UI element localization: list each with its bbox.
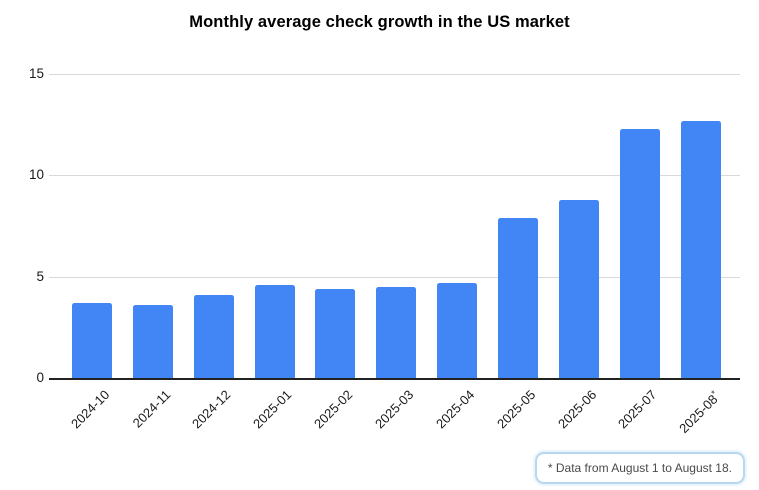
x-axis-tick-label: 2024-11	[129, 387, 173, 431]
x-axis-tick-label: 2024-10	[67, 387, 113, 432]
x-axis-tick-label: 2025-02	[311, 387, 356, 432]
x-axis-tick-label: 2025-03	[372, 387, 417, 432]
x-axis-tick-label: 2025-07	[615, 387, 660, 432]
x-axis-tick-label: 2025-08*	[675, 388, 721, 436]
footnote-box: * Data from August 1 to August 18.	[534, 452, 745, 484]
y-axis-tick-label: 10	[28, 167, 44, 183]
x-axis-tick-label: 2025-06	[554, 387, 599, 432]
y-axis-tick-label: 0	[36, 370, 44, 385]
gridline	[49, 276, 740, 278]
bar[interactable]	[619, 128, 660, 378]
bar[interactable]	[558, 199, 599, 378]
x-axis-tick-label: 2025-04	[432, 387, 478, 432]
bar[interactable]	[497, 217, 538, 378]
x-axis-line	[49, 378, 740, 380]
bar[interactable]	[132, 305, 173, 378]
bar[interactable]	[680, 120, 721, 378]
bar[interactable]	[254, 284, 295, 378]
gridline	[49, 175, 740, 177]
bar[interactable]	[193, 294, 234, 378]
bar[interactable]	[376, 286, 417, 378]
y-axis-tick-label: 15	[28, 66, 44, 81]
bar[interactable]	[315, 288, 356, 378]
footnote-text: * Data from August 1 to August 18.	[547, 461, 732, 475]
x-axis-tick-label: 2025-05	[493, 387, 539, 432]
y-axis-tick-label: 5	[36, 268, 44, 284]
x-axis-tick-label: 2025-01	[250, 387, 295, 432]
x-axis-tick-label: 2024-12	[189, 387, 234, 432]
chart-title: Monthly average check growth in the US m…	[189, 13, 570, 31]
bar[interactable]	[72, 303, 112, 378]
bar[interactable]	[437, 282, 478, 378]
gridline	[49, 74, 740, 75]
